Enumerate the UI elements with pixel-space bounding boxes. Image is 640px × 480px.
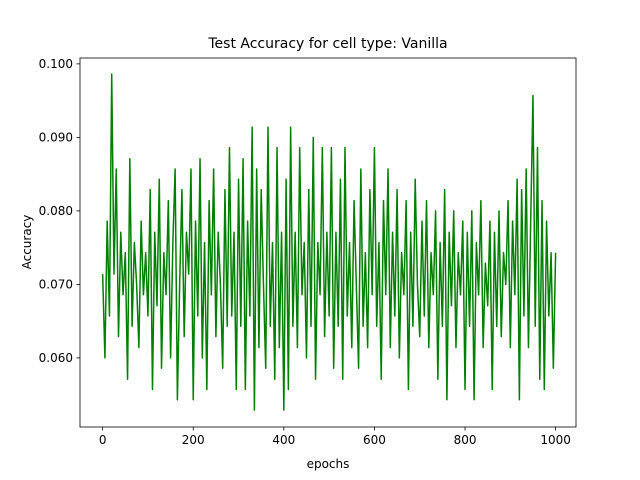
chart-title: Test Accuracy for cell type: Vanilla (207, 36, 447, 52)
y-tick-label: 0.090 (39, 130, 73, 144)
y-tick-label: 0.080 (39, 204, 73, 218)
x-tick-label: 1000 (540, 433, 571, 447)
y-axis-label: Accuracy (20, 215, 34, 270)
x-tick-label: 800 (454, 433, 477, 447)
x-tick-label: 400 (272, 433, 295, 447)
x-tick-label: 600 (363, 433, 386, 447)
x-tick-label: 200 (182, 433, 205, 447)
x-tick-label: 0 (99, 433, 107, 447)
y-tick-label: 0.070 (39, 277, 73, 291)
data-line (101, 73, 557, 411)
y-tick-label: 0.060 (39, 351, 73, 365)
x-axis-label: epochs (307, 457, 350, 471)
y-tick-label: 0.100 (39, 57, 73, 71)
axes-frame (79, 57, 577, 428)
